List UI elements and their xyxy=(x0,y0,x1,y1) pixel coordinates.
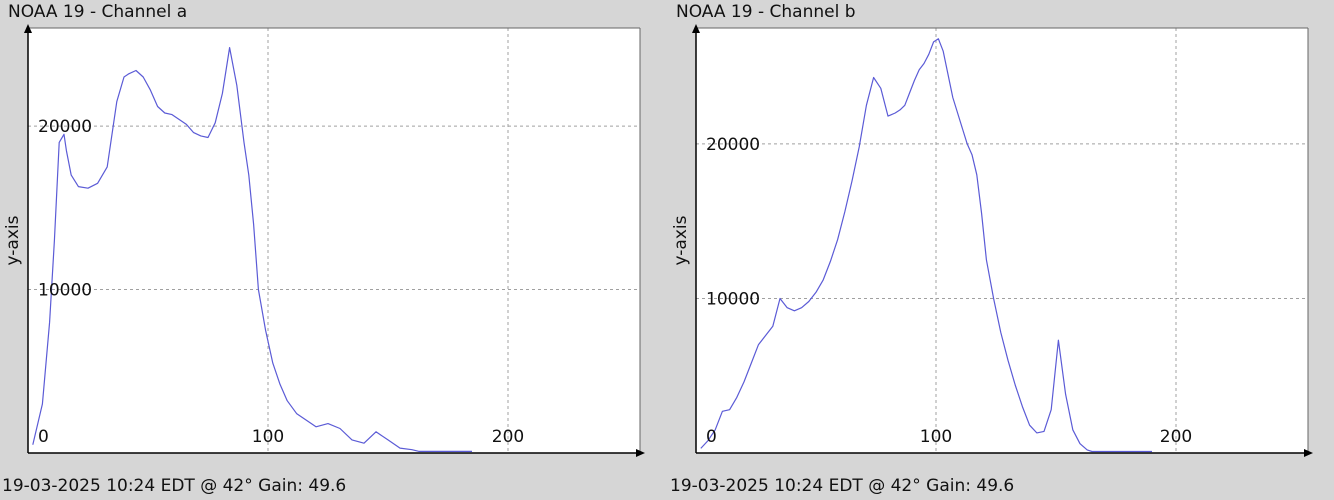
x-tick-label: 200 xyxy=(1160,427,1192,447)
x-tick-label: 0 xyxy=(706,427,717,447)
x-tick-label: 100 xyxy=(252,427,284,447)
channel-b-panel: NOAA 19 - Channel b 0 100 200 10000 20000 y-a… xyxy=(668,0,1313,500)
y-tick-label: 10000 xyxy=(706,289,760,309)
y-tick-label: 20000 xyxy=(706,135,760,155)
channel-b-plot: 0 100 200 10000 20000 y-axis xyxy=(671,24,1313,457)
plot-area xyxy=(696,28,1308,453)
y-axis-label: y-axis xyxy=(671,215,691,265)
chart-title: NOAA 19 - Channel a xyxy=(8,2,188,22)
y-tick-label: 20000 xyxy=(38,117,92,137)
x-axis-arrow xyxy=(636,449,645,457)
channel-a-panel: NOAA 19 - Channel a 0 100 200 10000 20000 y-a… xyxy=(0,0,645,500)
chart-footer: 19-03-2025 10:24 EDT @ 42° Gain: 49.6 xyxy=(670,476,1015,496)
y-tick-label: 10000 xyxy=(38,281,92,301)
x-tick-label: 0 xyxy=(38,427,49,447)
y-axis-label: y-axis xyxy=(3,215,23,265)
y-axis-arrow xyxy=(692,24,700,33)
plot-area xyxy=(28,28,640,453)
x-tick-label: 100 xyxy=(920,427,952,447)
x-axis-arrow xyxy=(1304,449,1313,457)
channel-a-plot: 0 100 200 10000 20000 y-axis xyxy=(3,24,645,457)
chart-footer: 19-03-2025 10:24 EDT @ 42° Gain: 49.6 xyxy=(2,476,347,496)
x-tick-label: 200 xyxy=(492,427,524,447)
chart-title: NOAA 19 - Channel b xyxy=(676,2,856,22)
series-line xyxy=(32,46,472,452)
y-axis-arrow xyxy=(24,24,32,33)
series-line xyxy=(700,38,1152,453)
